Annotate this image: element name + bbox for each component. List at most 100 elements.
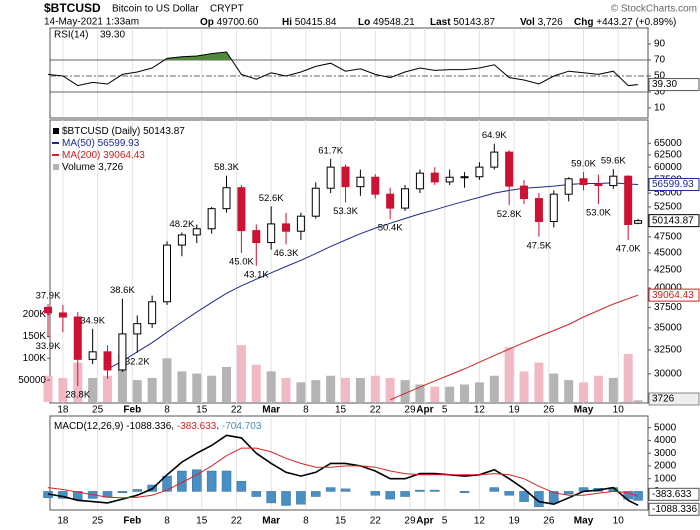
- x-tick-label: 25: [92, 405, 104, 416]
- overbought-fill: [50, 52, 639, 60]
- low-label: 45.0K: [229, 256, 254, 267]
- candle-body: [430, 172, 439, 183]
- histogram-bar: [400, 491, 410, 497]
- ma-line: [390, 294, 639, 401]
- volume-bar: [519, 371, 529, 402]
- candle-body: [267, 223, 276, 244]
- stat: Hi 50415.84: [282, 17, 337, 28]
- volume-bar: [415, 384, 425, 402]
- volume-bar: [58, 377, 68, 402]
- x-tick-label: 26: [543, 516, 555, 527]
- high-label: 38.6K: [110, 285, 135, 296]
- candle-body: [296, 215, 305, 232]
- histogram-bar: [519, 491, 529, 502]
- x-tick-label: 29: [404, 405, 416, 416]
- low-label: 47.0K: [616, 243, 641, 254]
- stat-part: 50415.84: [295, 17, 337, 28]
- x-tick-label: 29: [404, 516, 416, 527]
- low-label: 28.8K: [65, 390, 90, 401]
- value-box-label: -1088.336: [652, 504, 697, 515]
- high-label: 64.9K: [482, 130, 507, 141]
- stat-part: Last: [430, 17, 451, 28]
- y-tick-label: 90: [654, 39, 666, 50]
- x-tick-label: 22: [370, 405, 382, 416]
- histogram-bar: [221, 470, 232, 492]
- volume-bar: [534, 362, 544, 402]
- histogram-bar: [325, 487, 336, 492]
- volume-bar: [236, 345, 246, 402]
- volume-bar: [370, 375, 380, 402]
- x-tick-label: 5: [442, 405, 448, 416]
- high-label: 61.7K: [318, 145, 343, 156]
- histogram-bar: [117, 491, 128, 493]
- stat-part: 3,726: [538, 17, 563, 28]
- high-label: 37.9K: [36, 291, 61, 302]
- high-label: 52.6K: [259, 193, 284, 204]
- x-tick-label: Mar: [262, 405, 280, 416]
- candle-body: [88, 351, 97, 360]
- volume-bar: [251, 364, 261, 402]
- candle-body: [44, 306, 53, 314]
- candle-body: [609, 175, 618, 187]
- histogram-bar: [281, 491, 291, 506]
- histogram-bar: [489, 487, 500, 492]
- low-label: 47.5K: [526, 240, 551, 251]
- volume-tick-label: 50000: [18, 375, 46, 386]
- x-tick-label: 8: [303, 405, 309, 416]
- volume-bar: [341, 377, 351, 402]
- candle-body: [207, 208, 216, 230]
- value-box: [648, 178, 700, 192]
- low-label: 46.3K: [274, 248, 299, 259]
- volume-tick-label: 200K: [23, 309, 47, 320]
- candle-body: [192, 228, 201, 236]
- value-box: [648, 214, 700, 228]
- y-tick-label: 30: [654, 87, 666, 98]
- exchange: CRYPT: [210, 4, 244, 15]
- legend-entry: Volume 3,726: [62, 162, 124, 173]
- volume-bar: [549, 373, 559, 402]
- candle-body: [490, 151, 499, 168]
- volume-bar: [266, 371, 276, 402]
- stat-part: Vol: [520, 17, 535, 28]
- x-tick-label: 12: [474, 516, 486, 527]
- value-box-label: 50143.87: [652, 215, 694, 226]
- volume-bar: [281, 377, 291, 402]
- candle-body: [579, 178, 588, 186]
- legend-entry-part: 56599.93: [98, 138, 140, 149]
- x-tick-label: May: [574, 516, 594, 527]
- value-box-label: 39064.43: [652, 290, 694, 301]
- volume-bar: [474, 382, 484, 402]
- candle-body: [252, 230, 261, 244]
- legend-entry: $BTCUSD (Daily) 50143.87: [62, 126, 185, 137]
- x-tick-label: 12: [474, 405, 486, 416]
- y-tick-label: 35000: [654, 323, 682, 334]
- high-label: 59.6K: [601, 156, 626, 167]
- volume-bar: [296, 382, 306, 402]
- legend-swatch: [53, 164, 59, 170]
- candle-body: [505, 151, 514, 187]
- low-label: 32.2K: [125, 356, 150, 367]
- x-tick-label: 8: [164, 405, 170, 416]
- panel-title: RSI(14): [54, 30, 88, 41]
- y-tick-label: 62500: [654, 150, 682, 161]
- histogram-bar: [58, 491, 68, 499]
- y-tick-label: 47500: [654, 231, 682, 242]
- y-tick-label: 37500: [654, 302, 682, 313]
- x-tick-label: 19: [509, 405, 521, 416]
- histogram-bar: [162, 475, 172, 492]
- volume-bar: [326, 375, 336, 402]
- x-tick-label: 15: [335, 516, 347, 527]
- legend-entry-part: 50143.87: [143, 126, 185, 137]
- candle-body: [341, 166, 350, 188]
- histogram-bar: [177, 470, 187, 492]
- histogram-bar: [504, 491, 514, 496]
- x-tick-label: Mar: [262, 516, 280, 527]
- candle-body: [415, 172, 424, 190]
- y-tick-label: 3000: [654, 448, 677, 459]
- value-box: [648, 78, 700, 92]
- volume-bar: [579, 382, 589, 402]
- candle-body: [475, 166, 484, 178]
- volume-bar: [623, 353, 633, 402]
